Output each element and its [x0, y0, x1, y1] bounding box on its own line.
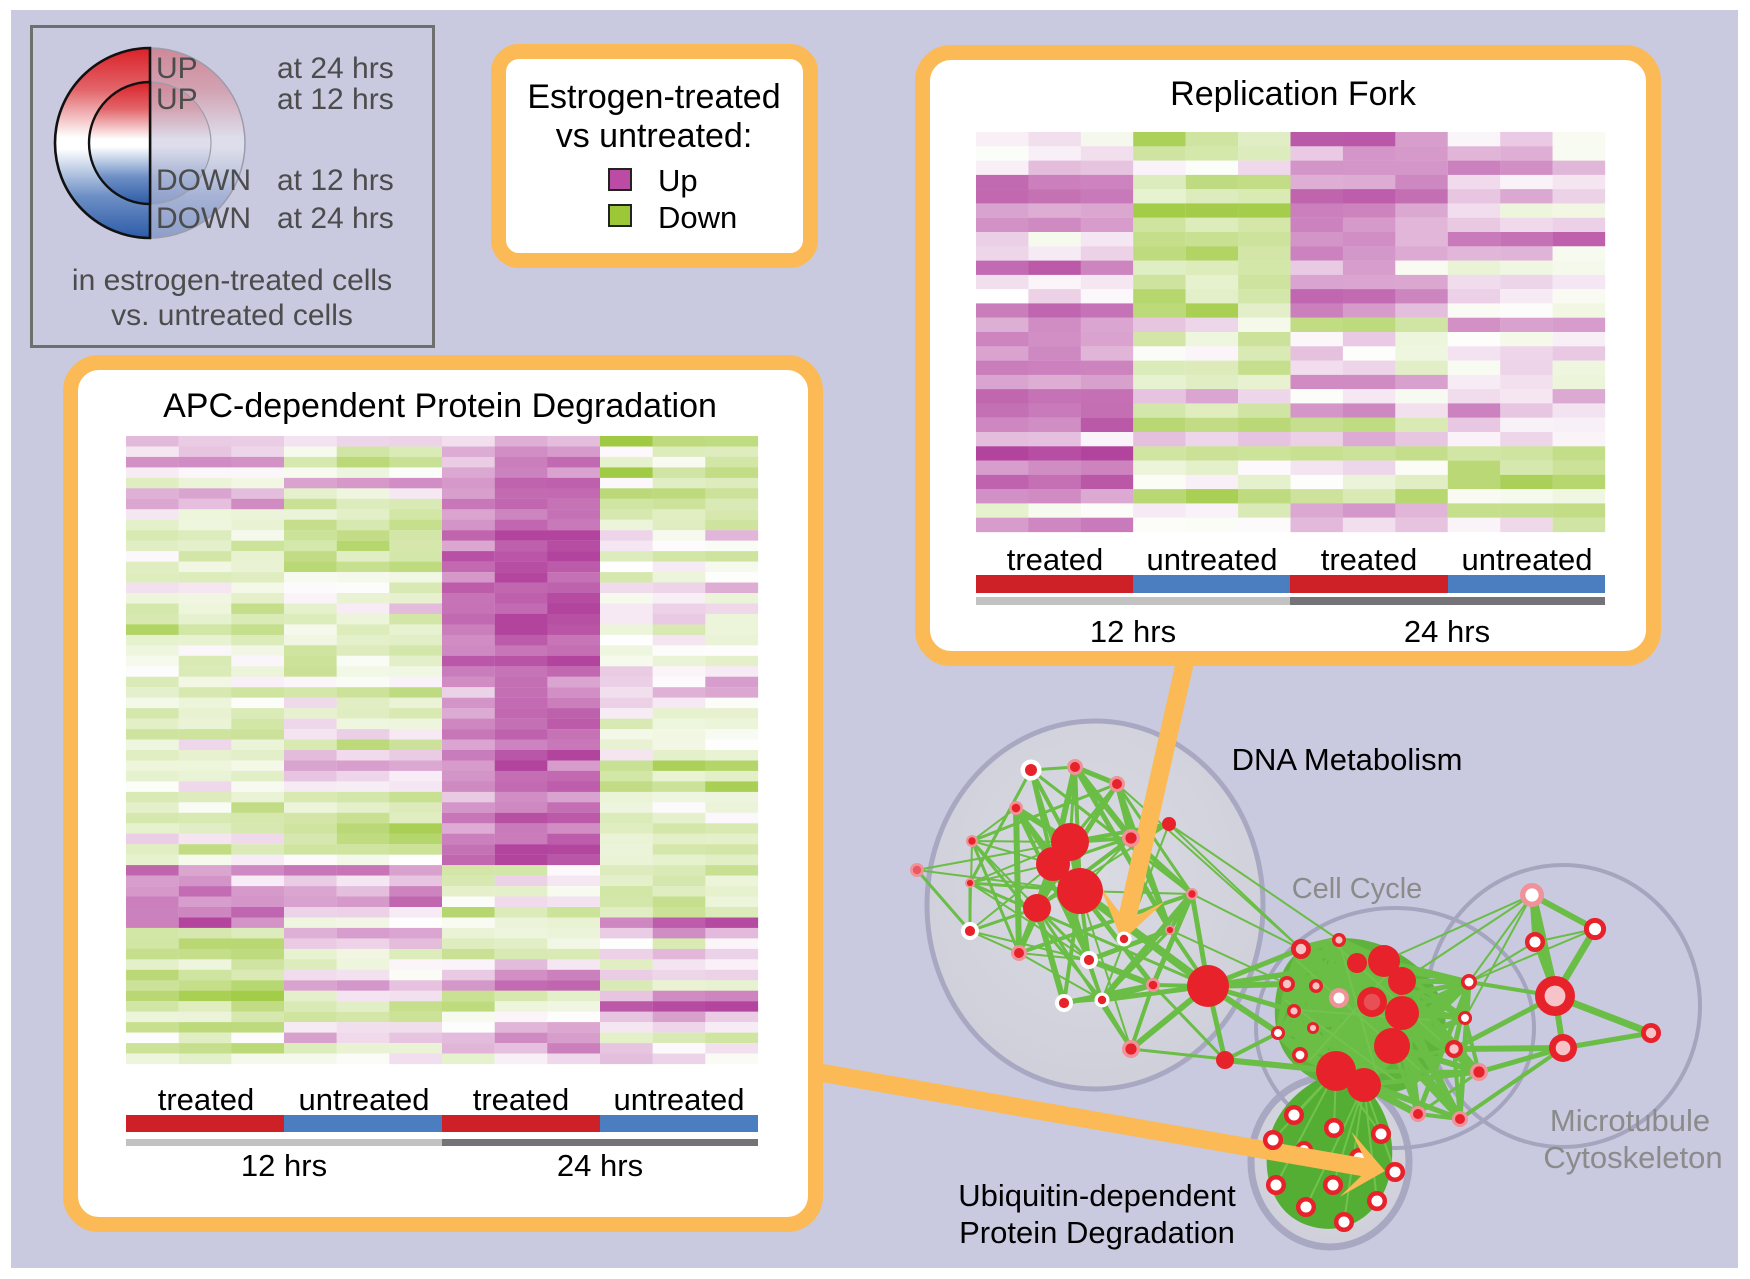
svg-text:Cytoskeleton: Cytoskeleton — [1543, 1140, 1722, 1175]
svg-text:Ubiquitin-dependent: Ubiquitin-dependent — [958, 1178, 1236, 1213]
svg-text:DNA Metabolism: DNA Metabolism — [1232, 742, 1463, 777]
svg-text:Protein Degradation: Protein Degradation — [959, 1215, 1235, 1250]
svg-text:Cell Cycle: Cell Cycle — [1292, 873, 1423, 905]
svg-text:Microtubule: Microtubule — [1550, 1103, 1710, 1138]
